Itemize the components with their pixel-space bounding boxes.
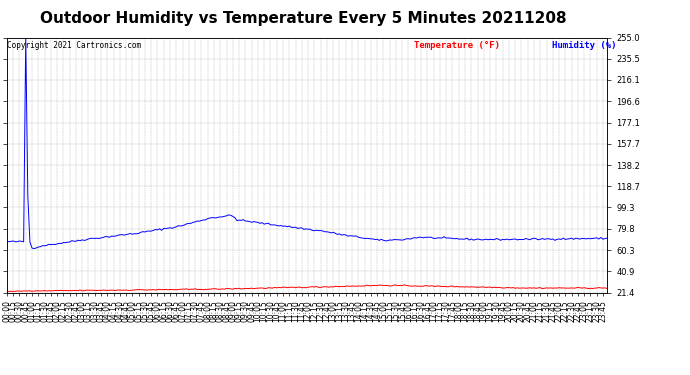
Text: Temperature (°F): Temperature (°F) [414,41,500,50]
Text: Copyright 2021 Cartronics.com: Copyright 2021 Cartronics.com [7,41,141,50]
Text: Humidity (%): Humidity (%) [552,41,616,50]
Text: Outdoor Humidity vs Temperature Every 5 Minutes 20211208: Outdoor Humidity vs Temperature Every 5 … [40,11,567,26]
